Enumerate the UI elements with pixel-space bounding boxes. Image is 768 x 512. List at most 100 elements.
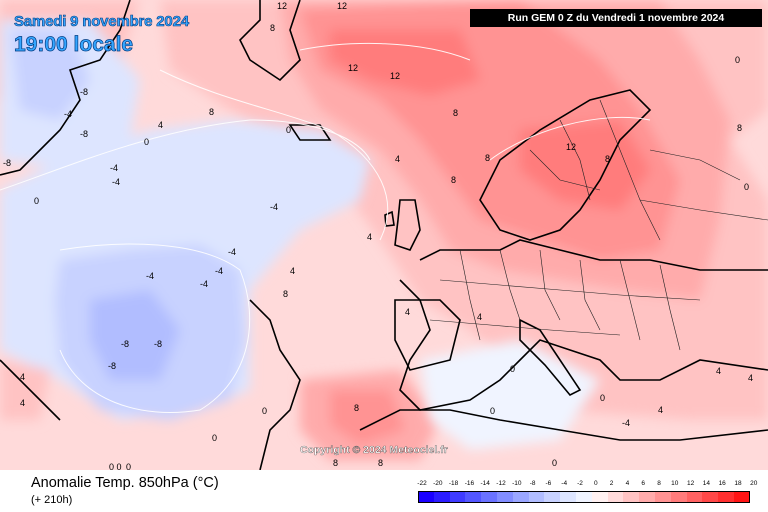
legend-swatch — [591, 491, 608, 503]
legend-swatch — [528, 491, 545, 503]
legend-swatch — [544, 491, 561, 503]
contour-label: -8 — [3, 158, 11, 168]
contour-label: 4 — [405, 307, 410, 317]
legend-label: 4 — [625, 480, 630, 487]
contour-label: -8 — [108, 361, 116, 371]
footer: Anomalie Temp. 850hPa (°C) (+ 210h) -22-… — [0, 470, 768, 512]
contour-labels: 12 12 12 12 12 8 8 8 8 8 8 8 8 8 8 8 4 4… — [3, 1, 753, 470]
contour-label: 4 — [748, 373, 753, 383]
contour-label: 8 — [209, 107, 214, 117]
contour-label: 8 — [451, 175, 456, 185]
contour-label: 12 — [348, 63, 358, 73]
legend-label: -4 — [561, 480, 568, 487]
contour-label: -4 — [110, 163, 118, 173]
contour-label: 0 — [744, 182, 749, 192]
contour-label: 12 — [277, 1, 287, 11]
contour-label: -8 — [154, 339, 162, 349]
legend-label: 8 — [657, 480, 661, 487]
legend-swatch — [576, 491, 592, 503]
legend-label: 10 — [671, 480, 679, 487]
contour-label: 8 — [605, 154, 610, 164]
contour-label: 4 — [158, 120, 163, 130]
contour-label: 4 — [658, 405, 663, 415]
contour-label: -4 — [270, 202, 278, 212]
legend-label: 14 — [702, 480, 710, 487]
legend-swatch — [418, 491, 434, 503]
legend-label: -16 — [464, 480, 475, 487]
legend-label: -20 — [433, 480, 443, 487]
contour-label: 0 — [600, 393, 605, 403]
contour-lines — [0, 42, 651, 413]
contour-label: -8 — [121, 339, 129, 349]
map-title: Anomalie Temp. 850hPa (°C) — [31, 475, 219, 491]
coastlines — [0, 0, 768, 470]
contour-label: 8 — [378, 458, 383, 468]
legend-swatch — [718, 491, 734, 503]
contour-label: 8 — [354, 403, 359, 413]
contour-label: 4 — [20, 372, 25, 382]
legend-swatch — [497, 491, 513, 503]
legend-swatch — [655, 491, 671, 503]
contour-label: -8 — [80, 129, 88, 139]
legend-swatch — [639, 491, 655, 503]
contour-label: -4 — [200, 279, 208, 289]
contour-label: 0 0 — [109, 462, 122, 470]
contour-label: 4 — [477, 312, 482, 322]
contour-label: -8 — [80, 87, 88, 97]
contour-label: -4 — [112, 177, 120, 187]
legend-swatch — [702, 491, 719, 503]
cold-anomaly-fields — [0, 20, 600, 450]
contour-label: -4 — [622, 418, 630, 428]
contour-label: 0 — [510, 364, 515, 374]
anomaly-map: 12 12 12 12 12 8 8 8 8 8 8 8 8 8 8 8 4 4… — [0, 0, 768, 470]
legend-label: 16 — [718, 480, 726, 487]
contour-label: 0 — [735, 55, 740, 65]
legend-label: 2 — [609, 480, 614, 487]
copyright: Copyright © 2024 Meteociel.fr — [300, 444, 448, 456]
legend-swatch — [560, 491, 576, 503]
contour-label: 8 — [737, 123, 742, 133]
legend-label: 20 — [750, 480, 758, 487]
contour-label: -4 — [146, 271, 154, 281]
contour-label: 4 — [716, 366, 721, 376]
contour-label: 0 — [34, 196, 39, 206]
legend-swatch — [670, 491, 687, 503]
contour-label: -4 — [64, 109, 72, 119]
contour-label: 4 — [20, 398, 25, 408]
legend-swatch — [433, 491, 450, 503]
contour-label: -4 — [228, 247, 236, 257]
contour-label: 12 — [566, 142, 576, 152]
contour-label: 0 — [552, 458, 557, 468]
map-subtitle: (+ 210h) — [31, 494, 73, 506]
legend-label: 12 — [686, 480, 695, 487]
legend-swatch — [686, 491, 703, 503]
legend-swatch — [623, 491, 640, 503]
run-info-banner: Run GEM 0 Z du Vendredi 1 novembre 2024 — [470, 9, 762, 27]
legend-label: -18 — [448, 480, 459, 487]
contour-label: 8 — [283, 289, 288, 299]
contour-label: 12 — [390, 71, 400, 81]
legend-label: -2 — [577, 480, 583, 487]
legend-label: 0 — [593, 480, 598, 487]
forecast-date: Samedi 9 novembre 2024 — [14, 13, 190, 31]
contour-label: 0 — [212, 433, 217, 443]
legend-label: -12 — [496, 480, 506, 487]
legend-swatch — [512, 491, 529, 503]
contour-label: 4 — [395, 154, 400, 164]
contour-label: 4 — [367, 232, 372, 242]
contour-label: 8 — [485, 153, 490, 163]
contour-label: 0 — [126, 462, 131, 470]
legend-label: -10 — [512, 480, 522, 487]
legend-swatch — [607, 491, 624, 503]
contour-label: 12 — [337, 1, 347, 11]
contour-label: 0 — [286, 125, 291, 135]
legend-label: -6 — [545, 480, 552, 487]
contour-label: 8 — [270, 23, 275, 33]
contour-label: 0 — [262, 406, 267, 416]
legend-label: 6 — [641, 480, 645, 487]
contour-label: 8 — [453, 108, 458, 118]
legend-swatch — [481, 491, 497, 503]
legend-label: -22 — [417, 480, 427, 487]
legend-swatch — [734, 491, 750, 503]
legend-label: -8 — [529, 480, 536, 487]
